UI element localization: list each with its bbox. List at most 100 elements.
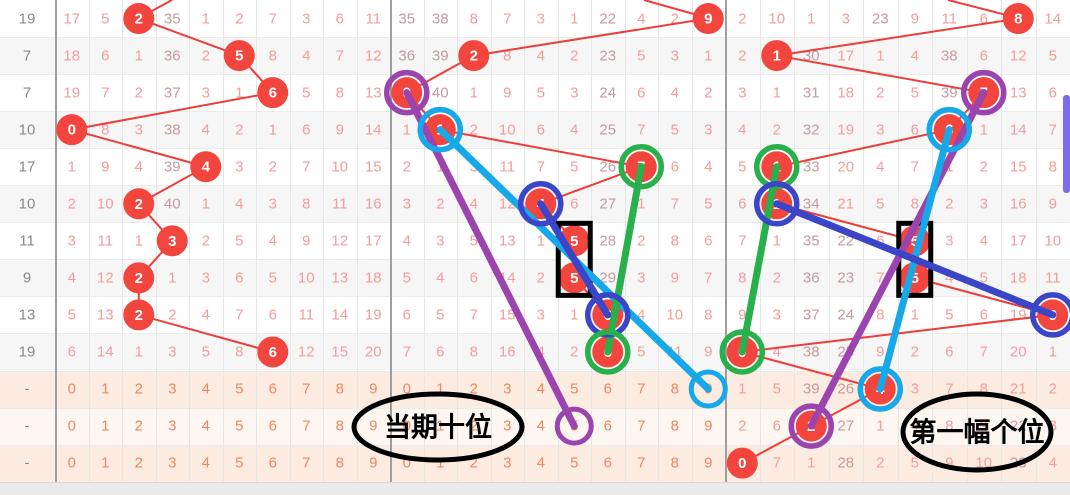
cell: 4 xyxy=(704,158,713,176)
cell: 7 xyxy=(772,454,781,472)
highlight-ring-cyan xyxy=(417,106,463,153)
cell: 16 xyxy=(1009,195,1027,213)
cell: 6 xyxy=(469,269,478,287)
footer-strip xyxy=(0,482,1070,495)
cell: 38 xyxy=(431,10,449,28)
cell: 6 xyxy=(979,306,988,324)
prediction-ring-cyan xyxy=(688,369,728,409)
cell: 17 xyxy=(1009,232,1027,250)
cell: 21 xyxy=(1009,380,1027,398)
drawn-number-circle xyxy=(223,40,255,72)
drawn-number-value: 8 xyxy=(1014,11,1022,28)
cell: 1 xyxy=(570,10,579,28)
table-row xyxy=(0,148,1070,186)
cell: 15 xyxy=(364,158,382,176)
cell: 38 xyxy=(802,343,820,361)
scrollbar-thumb[interactable] xyxy=(1063,95,1070,193)
cell: 9 xyxy=(738,306,747,324)
cell: 0 xyxy=(67,417,76,435)
column-divider xyxy=(828,0,830,482)
cell: 33 xyxy=(802,158,820,176)
cell: 3 xyxy=(168,343,177,361)
drawn-number-circle xyxy=(257,77,289,109)
highlight-ring-green xyxy=(754,143,800,190)
cell: 7 xyxy=(302,454,311,472)
cell: 1 xyxy=(436,380,445,398)
cell: 27 xyxy=(599,195,617,213)
cell: 8 xyxy=(738,269,747,287)
cell: 10 xyxy=(331,158,349,176)
cell: 4 xyxy=(201,121,210,139)
row-label: 13 xyxy=(18,306,36,324)
cell: 9 xyxy=(910,10,919,28)
cell: 6 xyxy=(603,380,612,398)
cell: 2 xyxy=(876,454,885,472)
cell: 18 xyxy=(364,269,382,287)
cell: 6 xyxy=(637,84,646,102)
cell: 24 xyxy=(837,306,855,324)
highlight-ring-purple xyxy=(384,69,430,116)
cell: 4 xyxy=(1048,454,1057,472)
cell: 22 xyxy=(599,10,617,28)
cell: 4 xyxy=(302,47,311,65)
cell: 1 xyxy=(637,195,646,213)
cell: 39 xyxy=(163,158,181,176)
cell: 10 xyxy=(975,454,993,472)
row-label: - xyxy=(24,454,30,472)
cell: 21 xyxy=(837,195,855,213)
cell: 7 xyxy=(101,84,110,102)
cell: 37 xyxy=(802,306,820,324)
cell: 3 xyxy=(134,121,143,139)
cell: 4 xyxy=(637,306,646,324)
cell: 10 xyxy=(1044,232,1062,250)
cell: 7 xyxy=(235,306,244,324)
cell: 11 xyxy=(941,10,958,28)
highlight-ring-blue xyxy=(518,181,564,227)
cell: 2 xyxy=(570,47,579,65)
cell: 6 xyxy=(268,454,277,472)
cell: 9 xyxy=(1048,195,1057,213)
drawn-number-value: 5 xyxy=(570,233,578,250)
row-divider xyxy=(0,111,1070,113)
cell: 6 xyxy=(945,343,954,361)
cell: 2 xyxy=(570,343,579,361)
cell: 2 xyxy=(436,195,445,213)
column-divider xyxy=(289,0,291,482)
drawn-number-circle xyxy=(692,3,724,35)
cell: 2 xyxy=(134,380,143,398)
cell: 17 xyxy=(837,47,855,65)
cell: 36 xyxy=(802,269,820,287)
trend-line-green xyxy=(604,163,645,356)
cell: 6 xyxy=(603,454,612,472)
cell: 5 xyxy=(772,380,781,398)
cell: 1 xyxy=(201,195,210,213)
cell: 8 xyxy=(503,47,512,65)
cell: 5 xyxy=(1048,47,1057,65)
cell: 2 xyxy=(469,121,478,139)
cell: 16 xyxy=(498,343,516,361)
cell: 2 xyxy=(704,84,713,102)
cell: 3 xyxy=(302,10,311,28)
cell: 1 xyxy=(134,343,143,361)
cell: 4 xyxy=(876,158,885,176)
repeat-highlight-rect xyxy=(555,220,593,298)
cell: 5 xyxy=(876,195,885,213)
cell: 10 xyxy=(768,10,786,28)
drawn-number-circle xyxy=(123,299,155,331)
drawn-number-value: 5 xyxy=(911,233,919,250)
cell: 0 xyxy=(67,454,76,472)
cell: 3 xyxy=(268,195,277,213)
cell: 12 xyxy=(1009,47,1027,65)
cell: 2 xyxy=(201,47,210,65)
column-divider xyxy=(691,0,693,482)
cell: 6 xyxy=(402,306,411,324)
cell: 8 xyxy=(979,380,988,398)
cell: 1 xyxy=(101,380,110,398)
cell: 6 xyxy=(67,343,76,361)
annotation-ellipse xyxy=(351,391,525,463)
row-label: 11 xyxy=(19,232,35,250)
cell: 5 xyxy=(570,158,579,176)
cell: 36 xyxy=(398,47,416,65)
